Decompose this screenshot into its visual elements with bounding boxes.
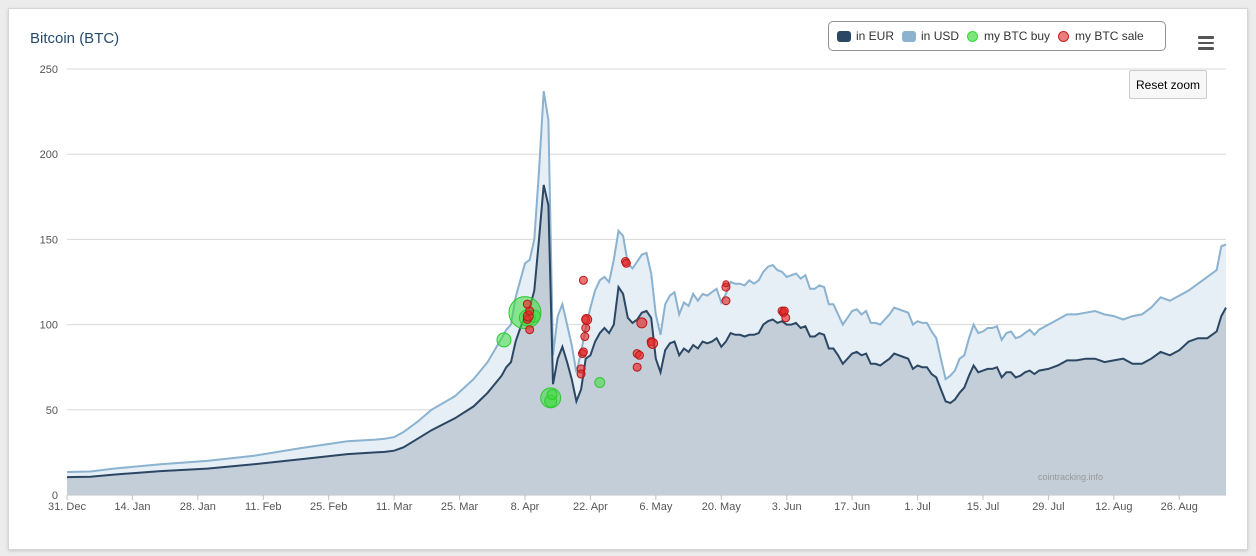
sale-point-8 — [578, 347, 588, 357]
sale-point-10 — [580, 332, 590, 342]
sale-point-15 — [621, 258, 631, 268]
eur-line — [66, 184, 1227, 479]
credit-label: cointracking.info — [1038, 472, 1104, 482]
x-tick-label-8: 22. Apr — [573, 501, 608, 513]
sale-point-17 — [632, 362, 642, 372]
x-tick-label-0: 31. Dec — [48, 501, 86, 513]
legend-label-buy: my BTC buy — [984, 29, 1051, 43]
y-tick-label-50: 50 — [46, 405, 58, 417]
sale-point-4 — [525, 325, 535, 335]
x-tick-label-6: 25. Mar — [441, 501, 479, 513]
x-tick-label-12: 17. Jun — [834, 501, 870, 513]
x-tick-label-9: 6. May — [639, 501, 673, 513]
x-tick-label-17: 26. Aug — [1161, 501, 1198, 513]
legend-swatch-eur — [837, 30, 851, 42]
y-tick-label-150: 150 — [40, 234, 58, 246]
reset-zoom-button[interactable]: Reset zoom — [1129, 70, 1207, 99]
y-tick-label-250: 250 — [40, 64, 58, 76]
x-tick-label-15: 29. Jul — [1032, 501, 1064, 513]
legend-swatch-usd — [902, 30, 917, 42]
buy-point-6 — [546, 388, 558, 400]
x-tick-label-1: 14. Jan — [114, 501, 150, 513]
sale-point-6 — [576, 369, 586, 379]
eur-area — [67, 184, 1226, 495]
legend-label-usd: in USD — [921, 29, 960, 43]
legend-label-eur: in EUR — [856, 29, 895, 43]
x-tick-label-11: 3. Jun — [772, 501, 802, 513]
sale-point-19 — [636, 317, 648, 329]
x-tick-label-5: 11. Mar — [376, 501, 413, 513]
sale-point-13 — [581, 313, 593, 325]
y-tick-label-100: 100 — [40, 320, 58, 332]
buy-point-0 — [496, 332, 512, 348]
legend-swatch-sale — [1058, 30, 1070, 42]
sale-point-3 — [525, 306, 535, 316]
sale-point-9 — [578, 275, 588, 285]
x-tick-label-4: 25. Feb — [310, 501, 347, 513]
y-tick-label-200: 200 — [40, 149, 58, 161]
x-tick-label-16: 12. Aug — [1095, 501, 1132, 513]
x-tick-label-2: 28. Jan — [180, 501, 216, 513]
x-tick-label-10: 20. May — [702, 501, 742, 513]
chart-menu-icon[interactable] — [1198, 36, 1214, 50]
sale-point-11 — [581, 323, 591, 333]
usd-line — [66, 91, 1227, 473]
sale-point-24 — [721, 296, 731, 306]
buy-point-7 — [594, 377, 606, 389]
legend-item-sale[interactable]: my BTC sale — [1058, 29, 1144, 43]
legend-item-usd[interactable]: in USD — [902, 29, 959, 43]
x-tick-label-7: 8. Apr — [511, 501, 540, 513]
chart-legend: in EUR in USD my BTC buy my BTC sale — [828, 21, 1166, 51]
legend-swatch-buy — [967, 30, 979, 42]
x-tick-label-14: 15. Jul — [967, 501, 999, 513]
y-tick-label-0: 0 — [52, 490, 58, 502]
sale-point-18 — [634, 350, 644, 360]
sale-point-21 — [647, 337, 659, 349]
legend-item-eur[interactable]: in EUR — [837, 29, 894, 43]
sale-point-28 — [781, 313, 791, 323]
legend-label-sale: my BTC sale — [1075, 29, 1144, 43]
chart-title: Bitcoin (BTC) — [30, 30, 120, 47]
x-tick-label-3: 11. Feb — [245, 501, 282, 513]
legend-item-buy[interactable]: my BTC buy — [967, 29, 1050, 43]
x-tick-label-13: 1. Jul — [904, 501, 930, 513]
sale-point-23 — [722, 280, 730, 288]
